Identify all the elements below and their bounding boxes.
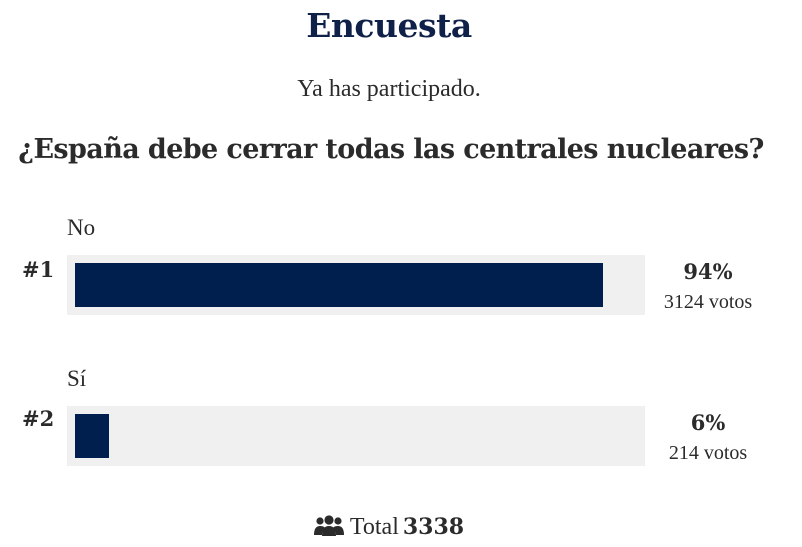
poll-question: ¿España debe cerrar todas las centrales … [18, 134, 764, 165]
users-icon [313, 515, 344, 544]
option-bar-track [67, 406, 645, 466]
option-votes: 3124 votos [663, 291, 753, 313]
total-label: Total [349, 514, 399, 540]
option-label: No [67, 215, 96, 240]
option-bar-track [67, 255, 645, 315]
option-bar-fill [75, 414, 109, 458]
option-percent: 6% [690, 410, 726, 435]
option-votes: 214 votos [668, 442, 748, 464]
option-rank: #2 [22, 406, 55, 431]
poll-status: Ya has participado. [297, 76, 481, 102]
option-percent: 94% [683, 259, 733, 284]
option-bar-fill [75, 263, 603, 307]
option-label: Sí [67, 366, 87, 391]
option-rank: #1 [22, 257, 55, 282]
poll-title: Encuesta [306, 6, 472, 45]
total-value: 3338 [402, 514, 465, 540]
poll-total: Total 3338 [0, 514, 778, 544]
